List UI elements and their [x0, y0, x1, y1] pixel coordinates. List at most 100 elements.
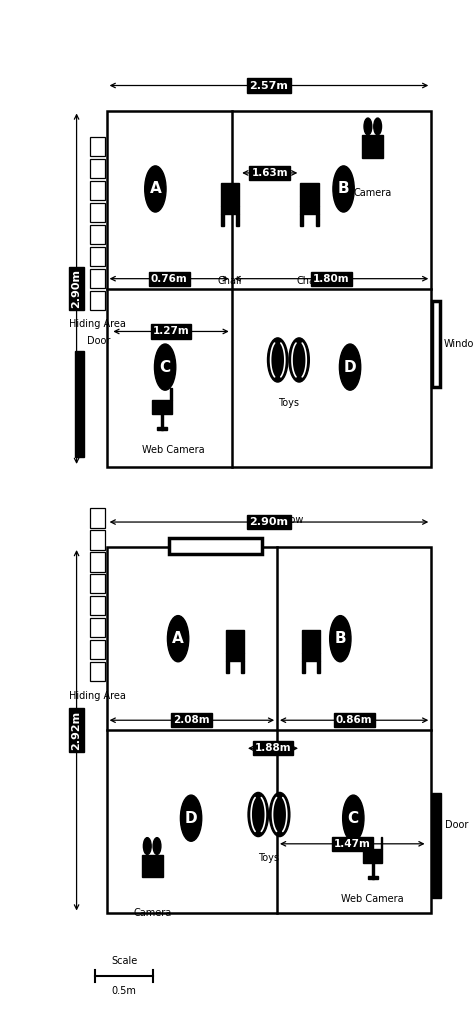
- Text: Chair: Chair: [297, 275, 323, 286]
- Text: 2.90m: 2.90m: [249, 517, 289, 527]
- Bar: [221, 207, 239, 214]
- Bar: [372, 862, 374, 879]
- Bar: [90, 662, 105, 681]
- Text: A: A: [172, 631, 184, 646]
- Bar: [169, 538, 262, 554]
- Bar: [90, 508, 105, 527]
- Bar: [302, 630, 320, 653]
- Circle shape: [180, 795, 201, 842]
- Text: 2.90m: 2.90m: [71, 269, 81, 308]
- Text: Toys: Toys: [278, 398, 299, 409]
- Bar: [226, 660, 229, 673]
- Text: 2.08m: 2.08m: [174, 715, 210, 725]
- Text: B: B: [338, 181, 350, 197]
- Text: Toys: Toys: [258, 853, 280, 862]
- Text: 0.5m: 0.5m: [112, 986, 137, 995]
- Bar: [315, 214, 319, 226]
- Text: 1.47m: 1.47m: [334, 839, 371, 849]
- Circle shape: [153, 838, 161, 854]
- Bar: [90, 640, 105, 659]
- Circle shape: [374, 118, 382, 135]
- Circle shape: [143, 838, 151, 854]
- Text: Door: Door: [87, 337, 110, 346]
- Bar: [170, 388, 172, 400]
- Text: Web Camera: Web Camera: [342, 894, 404, 904]
- Circle shape: [330, 615, 351, 662]
- Circle shape: [155, 344, 176, 390]
- Text: 0.76m: 0.76m: [151, 273, 188, 284]
- Circle shape: [268, 338, 288, 382]
- Text: Window: Window: [444, 339, 473, 349]
- Text: A: A: [149, 181, 161, 197]
- Circle shape: [333, 166, 354, 212]
- Circle shape: [270, 793, 290, 837]
- Text: D: D: [344, 359, 356, 375]
- Circle shape: [289, 338, 309, 382]
- Circle shape: [340, 344, 361, 390]
- Bar: [432, 793, 441, 898]
- Bar: [90, 574, 105, 594]
- Bar: [107, 111, 431, 467]
- Text: 2.92m: 2.92m: [71, 711, 81, 750]
- Text: Web Camera: Web Camera: [142, 445, 205, 455]
- Bar: [90, 618, 105, 637]
- Text: 1.80m: 1.80m: [313, 273, 350, 284]
- Bar: [221, 183, 239, 207]
- Bar: [363, 849, 383, 863]
- Bar: [90, 268, 105, 288]
- Bar: [241, 660, 244, 673]
- Bar: [75, 351, 85, 457]
- Text: Scale: Scale: [111, 955, 137, 966]
- Bar: [90, 137, 105, 157]
- Bar: [90, 181, 105, 201]
- Text: D: D: [185, 811, 197, 825]
- Circle shape: [167, 615, 189, 662]
- Bar: [317, 660, 320, 673]
- Bar: [107, 547, 431, 913]
- Bar: [236, 214, 239, 226]
- Bar: [90, 291, 105, 310]
- Text: C: C: [348, 811, 359, 825]
- Bar: [157, 427, 166, 430]
- Bar: [368, 876, 377, 879]
- Circle shape: [145, 166, 166, 212]
- Bar: [90, 552, 105, 571]
- Bar: [221, 214, 224, 226]
- Bar: [226, 630, 244, 653]
- Bar: [302, 660, 305, 673]
- Text: Hiding Area: Hiding Area: [70, 690, 126, 700]
- Bar: [90, 203, 105, 222]
- Bar: [300, 183, 319, 207]
- Bar: [90, 159, 105, 178]
- Text: Door: Door: [445, 819, 468, 829]
- Bar: [432, 301, 440, 386]
- Bar: [152, 400, 172, 415]
- Circle shape: [248, 793, 269, 837]
- Text: 2.57m: 2.57m: [250, 81, 289, 90]
- Bar: [90, 247, 105, 266]
- Text: C: C: [159, 359, 171, 375]
- Bar: [90, 596, 105, 615]
- Text: Window: Window: [266, 515, 304, 525]
- Circle shape: [364, 118, 372, 135]
- Bar: [362, 135, 383, 158]
- Text: 1.27m: 1.27m: [153, 327, 189, 337]
- Bar: [161, 413, 163, 430]
- Bar: [300, 214, 303, 226]
- Bar: [142, 854, 163, 878]
- Text: 1.63m: 1.63m: [252, 168, 288, 178]
- Text: B: B: [334, 631, 346, 646]
- Text: Camera: Camera: [354, 188, 392, 199]
- Bar: [226, 653, 244, 660]
- Circle shape: [342, 795, 364, 842]
- Bar: [300, 207, 319, 214]
- Bar: [90, 225, 105, 244]
- Text: 0.86m: 0.86m: [336, 715, 372, 725]
- Text: Chair: Chair: [217, 275, 243, 286]
- Text: Camera: Camera: [133, 908, 171, 918]
- Text: Hiding Area: Hiding Area: [70, 319, 126, 330]
- Bar: [302, 653, 320, 660]
- Bar: [90, 530, 105, 550]
- Bar: [381, 837, 383, 849]
- Text: 1.88m: 1.88m: [254, 743, 291, 754]
